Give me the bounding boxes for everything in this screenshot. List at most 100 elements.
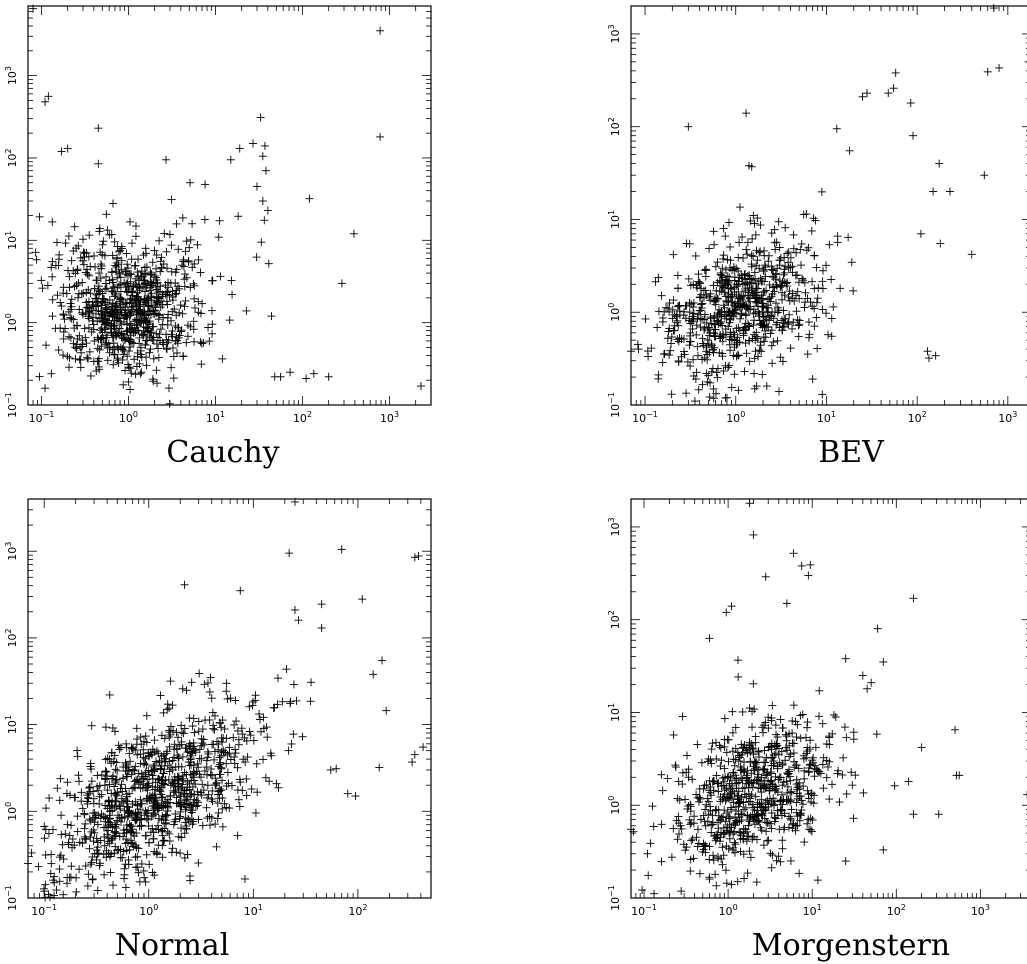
scatter-point (159, 837, 168, 845)
scatter-point (203, 814, 212, 823)
scatter-point (162, 297, 171, 306)
scatter-point (419, 743, 428, 752)
y-tick-label: 10−1 (4, 392, 19, 418)
scatter-point (667, 853, 676, 862)
scatter-point (74, 279, 83, 288)
scatter-point (684, 274, 693, 283)
scatter-point (818, 390, 827, 399)
scatter-point (705, 393, 714, 402)
scatter-point (803, 350, 812, 359)
scatter-point (110, 283, 119, 292)
scatter-point (141, 340, 150, 349)
scatter-point (765, 819, 774, 828)
scatter-point (142, 831, 151, 840)
scatter-point (688, 324, 697, 333)
scatter-point (859, 788, 868, 797)
scatter-point (123, 352, 132, 361)
scatter-point (137, 272, 146, 281)
scatter-point (95, 224, 104, 233)
scatter-point (672, 312, 681, 321)
scatter-point (116, 743, 125, 752)
scatter-point (823, 330, 832, 339)
scatter-point (349, 229, 358, 238)
scatter-point (40, 834, 49, 843)
x-tick-label: 102 (887, 903, 906, 918)
scatter-point (709, 227, 718, 236)
scatter-point (343, 789, 352, 798)
scatter-point (815, 712, 824, 721)
scatter-point (867, 678, 876, 687)
scatter-point (784, 248, 793, 257)
scatter-point (180, 270, 189, 279)
scatter-point (152, 264, 161, 273)
scatter-point (94, 282, 103, 291)
scatter-point (31, 248, 40, 257)
scatter-point (200, 767, 209, 776)
scatter-point (646, 839, 655, 848)
scatter-point (60, 315, 69, 324)
scatter-point (203, 781, 212, 790)
scatter-point (259, 755, 268, 764)
scatter-point (182, 770, 191, 779)
scatter-point (198, 780, 207, 789)
scatter-point (48, 312, 57, 321)
scatter-point (825, 240, 834, 249)
scatter-point (934, 810, 943, 819)
scatter-point (109, 360, 118, 369)
scatter-point (155, 236, 164, 245)
scatter-point (351, 792, 360, 801)
scatter-point (190, 294, 199, 303)
scatter-point (24, 859, 32, 868)
scatter-point (701, 821, 710, 830)
scatter-point (797, 261, 806, 270)
scatter-point (206, 821, 215, 830)
scatter-point (186, 178, 195, 187)
scatter-point (693, 825, 702, 834)
scatter-point (227, 276, 236, 285)
scatter-point (743, 869, 752, 878)
scatter-point (102, 272, 111, 281)
scatter-point (800, 774, 809, 783)
scatter-point (234, 735, 243, 744)
y-tick-label: 103 (4, 542, 19, 561)
scatter-point (818, 277, 827, 286)
scatter-point (692, 330, 701, 339)
scatter-point (179, 262, 188, 271)
scatter-point (808, 375, 817, 384)
scatter-point (172, 348, 181, 357)
scatter-point (774, 217, 783, 226)
scatter-point (705, 244, 714, 253)
scatter-point (181, 744, 190, 753)
scatter-point (806, 560, 815, 569)
scatter-point (194, 815, 203, 824)
scatter-point (201, 180, 210, 189)
scatter-point (150, 736, 159, 745)
scatter-point (116, 303, 125, 312)
scatter-point (382, 706, 391, 715)
scatter-point (59, 334, 68, 343)
scatter-point (779, 270, 788, 279)
scatter-point (798, 800, 807, 809)
scatter-point (694, 385, 703, 394)
scatter-point (712, 881, 721, 890)
scatter-point (766, 849, 775, 858)
scatter-point (740, 367, 749, 376)
scatter-point (657, 857, 666, 866)
scatter-point (752, 878, 761, 887)
scatter-point (130, 317, 139, 326)
scatter-point (156, 691, 165, 700)
scatter-point (684, 773, 693, 782)
axis-ticks: 10−1 100 101 102 103 10−1 100 101 102 103 (607, 5, 1027, 425)
panel-normal: 10−1 100 101 102 10−1 100 101 102 103 Normal (4, 497, 432, 963)
scatter-point (641, 314, 650, 323)
scatter-point (935, 159, 944, 168)
plot-frame (630, 498, 1027, 899)
scatter-point (177, 261, 186, 270)
scatter-point (189, 279, 198, 288)
scatter-point (38, 284, 47, 293)
scatter-point (115, 269, 124, 278)
scatter-point (207, 306, 216, 315)
scatter-point (101, 755, 110, 764)
scatter-point (41, 804, 50, 813)
scatter-point (692, 321, 701, 330)
